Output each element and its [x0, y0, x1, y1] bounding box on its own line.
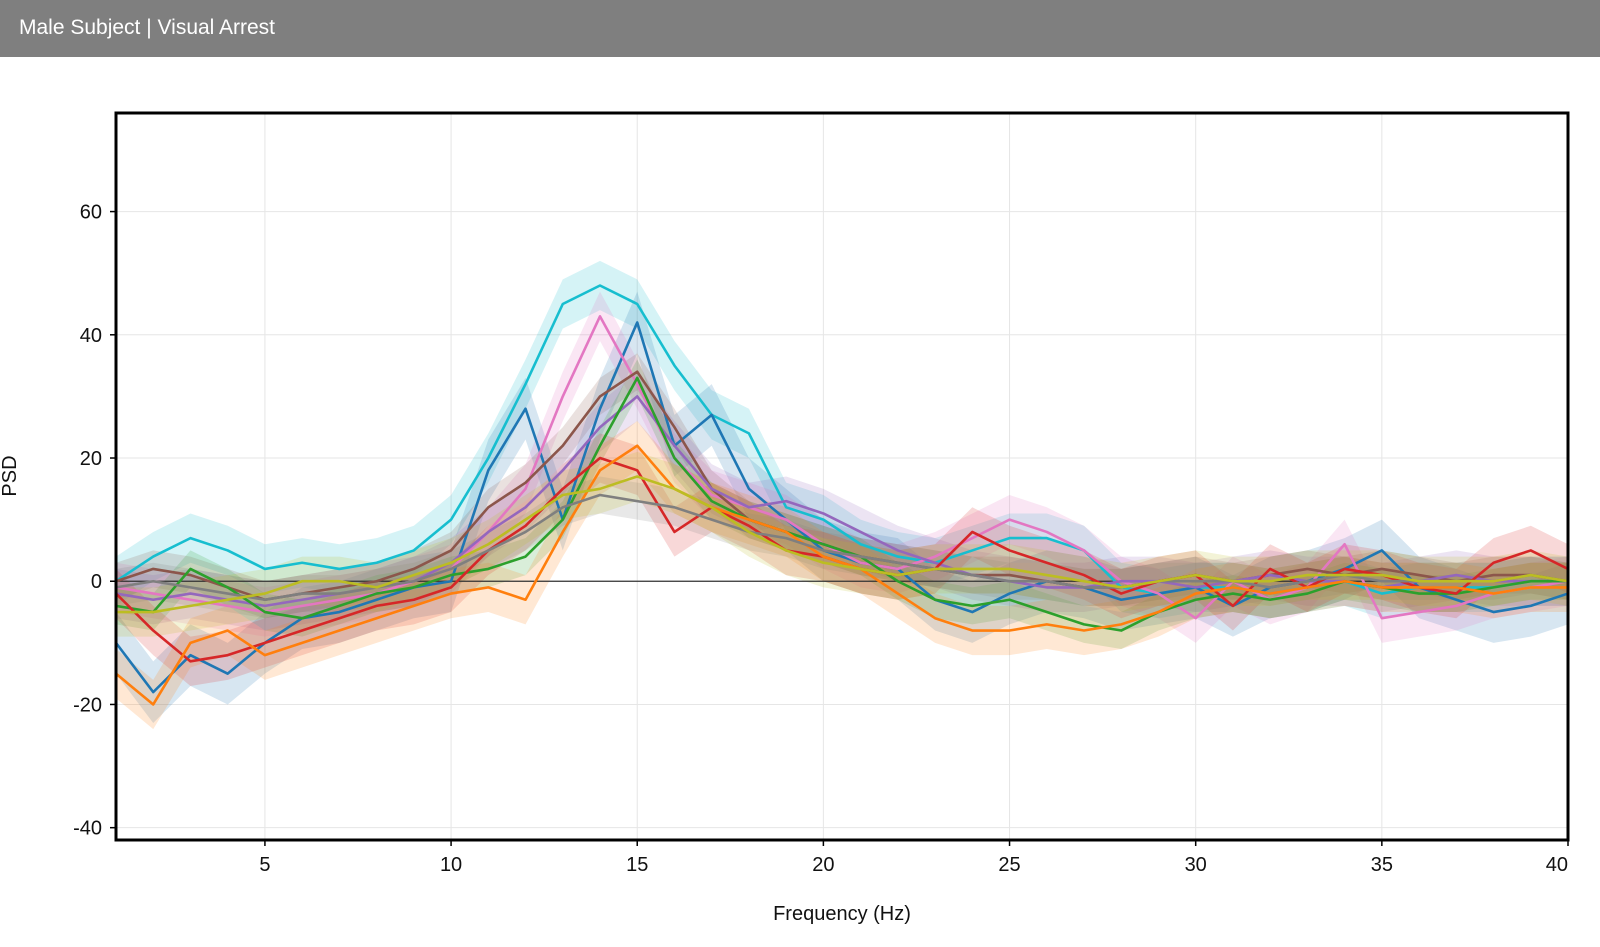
- series-band-5: [116, 371, 1568, 631]
- y-tick-label: 40: [80, 325, 102, 347]
- y-tick-label: 20: [80, 448, 102, 470]
- series-line-10: [116, 475, 1568, 614]
- title-bar: Male Subject | Visual Arrest: [0, 0, 1600, 57]
- series-line-6: [116, 376, 1568, 632]
- series-band-6: [116, 359, 1568, 650]
- y-tick-label: -40: [73, 818, 102, 840]
- series-lines: [116, 284, 1568, 706]
- series-band-7: [116, 433, 1568, 686]
- series-line-8: [116, 444, 1568, 706]
- plot-frame: [114, 111, 1570, 842]
- series-band-10: [116, 451, 1568, 637]
- grid: [116, 113, 1569, 840]
- x-tick-label: 40: [1546, 854, 1568, 876]
- x-axis-title: Frequency (Hz): [773, 903, 911, 925]
- y-tick-label: 60: [80, 202, 102, 224]
- y-tick-label: 0: [91, 571, 102, 593]
- y-axis-title: PSD: [0, 455, 21, 496]
- series-band-8: [116, 421, 1568, 730]
- x-tick-label: 30: [1185, 854, 1207, 876]
- x-tick-label: 15: [626, 854, 648, 876]
- page-title: Male Subject | Visual Arrest: [19, 16, 276, 39]
- x-tick-label: 20: [812, 854, 834, 876]
- x-tick-label: 10: [440, 854, 462, 876]
- series-band-2: [116, 291, 1568, 723]
- y-tick-label: -20: [73, 694, 102, 716]
- series-bands: [116, 260, 1568, 730]
- series-line-9: [116, 493, 1568, 602]
- x-tick-label: 5: [259, 854, 270, 876]
- x-tick-label: 35: [1371, 854, 1393, 876]
- axis-ticks: 5 10 15 20 25 30 35 40 -40 -20 0 20 40 60: [73, 202, 1569, 876]
- x-tick-label: 25: [998, 854, 1020, 876]
- psd-chart: 5 10 15 20 25 30 35 40 -40 -20 0 20 40 60 Frequency (…: [0, 111, 1570, 925]
